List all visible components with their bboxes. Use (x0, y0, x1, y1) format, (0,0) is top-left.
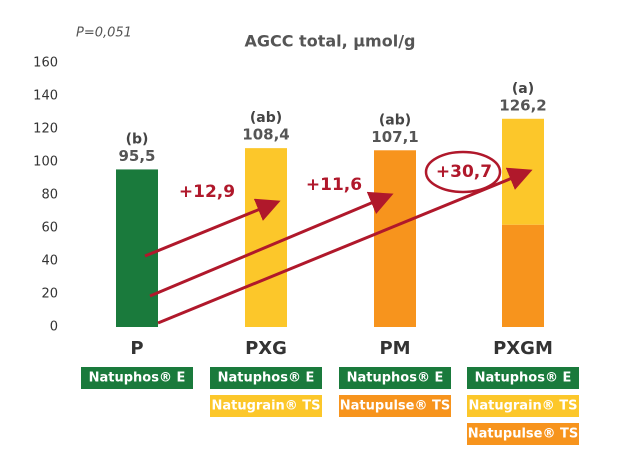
arrow (149, 191, 394, 298)
product-label: Natuphos® E (218, 371, 315, 386)
value-label: 108,4 (242, 126, 289, 144)
value-label: 107,1 (371, 128, 418, 146)
bar (245, 148, 287, 327)
y-tick-label: 40 (41, 254, 58, 269)
y-tick-label: 20 (41, 287, 58, 302)
product-box (339, 395, 451, 417)
product-box (467, 395, 579, 417)
product-label: Natuphos® E (347, 371, 444, 386)
y-tick-label: 120 (33, 122, 58, 137)
y-tick-label: 100 (33, 155, 58, 170)
x-tick-label: PM (379, 338, 410, 359)
product-label: Natugrain® TS (468, 399, 577, 414)
bar (502, 224, 544, 327)
product-label: Natupulse® TS (340, 399, 450, 414)
y-tick-label: 160 (33, 56, 58, 71)
significance-letter: (a) (512, 81, 534, 97)
product-label: Natugrain® TS (211, 399, 320, 414)
delta-label: +12,9 (179, 182, 235, 202)
product-label: Natuphos® E (475, 371, 572, 386)
bar (502, 118, 544, 225)
chart-title: AGCC total, µmol/g (244, 32, 415, 51)
delta-label: +30,7 (436, 162, 492, 182)
x-tick-label: P (130, 338, 143, 359)
y-tick-label: 0 (50, 320, 58, 335)
product-box (467, 423, 579, 445)
value-label: 126,2 (499, 96, 546, 114)
x-tick-label: PXGM (493, 338, 553, 359)
significance-letter: (b) (126, 131, 149, 147)
x-tick-label: PXG (245, 338, 287, 359)
delta-circle (424, 150, 502, 194)
y-tick-label: 80 (41, 188, 58, 203)
y-tick-label: 60 (41, 221, 58, 236)
arrow (144, 198, 281, 258)
product-box (467, 367, 579, 389)
value-label: 95,5 (118, 147, 155, 165)
product-box (210, 395, 322, 417)
arrow (157, 167, 533, 325)
bar (116, 169, 158, 327)
p-value: P=0,051 (76, 26, 132, 41)
delta-label: +11,6 (306, 175, 362, 195)
product-box (81, 367, 193, 389)
bar (374, 150, 416, 327)
product-box (210, 367, 322, 389)
significance-letter: (ab) (379, 112, 411, 128)
y-tick-label: 140 (33, 89, 58, 104)
product-box (339, 367, 451, 389)
product-label: Natuphos® E (89, 371, 186, 386)
product-label: Natupulse® TS (468, 427, 578, 442)
significance-letter: (ab) (250, 110, 282, 126)
